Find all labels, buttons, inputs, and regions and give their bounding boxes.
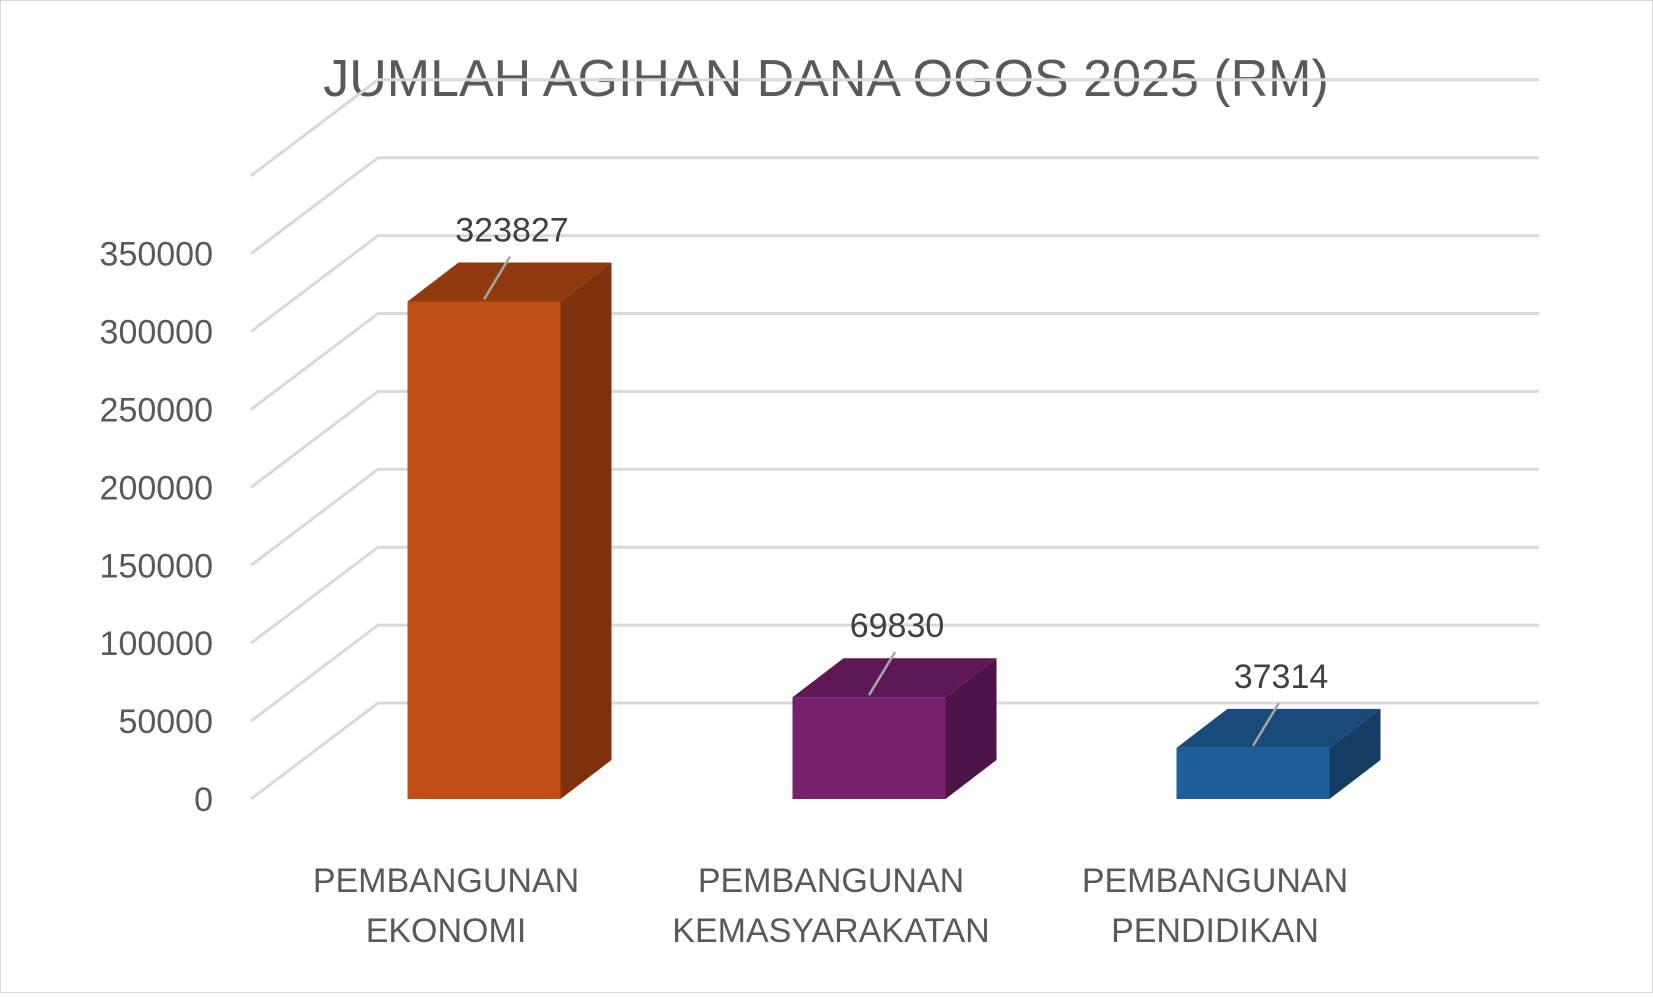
bar-front <box>792 697 946 799</box>
bar-side <box>1329 708 1381 799</box>
y-axis-ticks: 0 50000 100000 150000 200000 250000 300000 3500… <box>100 236 213 819</box>
x-axis-labels: PEMBANGUNAN EKONOMI PEMBANGUNAN KEMASYARAKA… <box>313 862 1348 950</box>
bar-front <box>1176 747 1330 799</box>
x-tick-label-line: EKONOMI <box>366 912 527 950</box>
y-tick-label: 0 <box>194 781 213 819</box>
gridline <box>250 234 1539 333</box>
x-tick-label-line: PEMBANGUNAN <box>313 862 579 900</box>
data-label: 37314 <box>1234 658 1329 696</box>
bar-2: 69830 <box>792 607 997 799</box>
data-label: 69830 <box>850 607 945 645</box>
data-label-leader <box>1251 702 1281 747</box>
data-label-leader <box>482 255 512 301</box>
x-tick-label: PEMBANGUNAN KEMASYARAKATAN <box>672 862 989 950</box>
y-tick-label: 100000 <box>100 625 213 663</box>
y-tick-label: 350000 <box>100 236 213 274</box>
y-tick-label: 250000 <box>100 392 213 430</box>
data-label-leader <box>867 651 897 696</box>
gridline <box>250 545 1539 645</box>
gridline <box>250 467 1539 567</box>
bar-top <box>792 658 997 698</box>
bar-side <box>945 658 997 799</box>
gridlines <box>250 78 1539 801</box>
bar-3: 37314 <box>1176 658 1381 799</box>
bar-side <box>560 262 612 799</box>
gridline <box>250 78 1539 177</box>
x-tick-label-line: PEMBANGUNAN <box>698 862 964 900</box>
x-tick-label: PEMBANGUNAN PENDIDIKAN <box>1082 862 1348 950</box>
x-tick-label-line: PEMBANGUNAN <box>1082 862 1348 900</box>
gridline <box>250 701 1539 801</box>
y-tick-label: 200000 <box>100 469 213 507</box>
x-tick-label: PEMBANGUNAN EKONOMI <box>313 862 579 950</box>
data-label: 323827 <box>455 211 568 249</box>
bar-top <box>407 262 612 302</box>
bar-front <box>407 301 561 799</box>
y-tick-label: 150000 <box>100 547 213 585</box>
y-tick-label: 300000 <box>100 314 213 352</box>
bar-1: 323827 <box>407 211 612 799</box>
bars: 323827 69830 37314 <box>407 211 1381 799</box>
gridline <box>250 389 1539 489</box>
gridline <box>250 156 1539 255</box>
gridline <box>250 312 1539 411</box>
x-tick-label-line: PENDIDIKAN <box>1111 912 1319 950</box>
gridline <box>250 623 1539 723</box>
y-tick-label: 50000 <box>118 703 213 741</box>
bar-top <box>1176 708 1381 748</box>
x-tick-label-line: KEMASYARAKATAN <box>672 912 989 950</box>
